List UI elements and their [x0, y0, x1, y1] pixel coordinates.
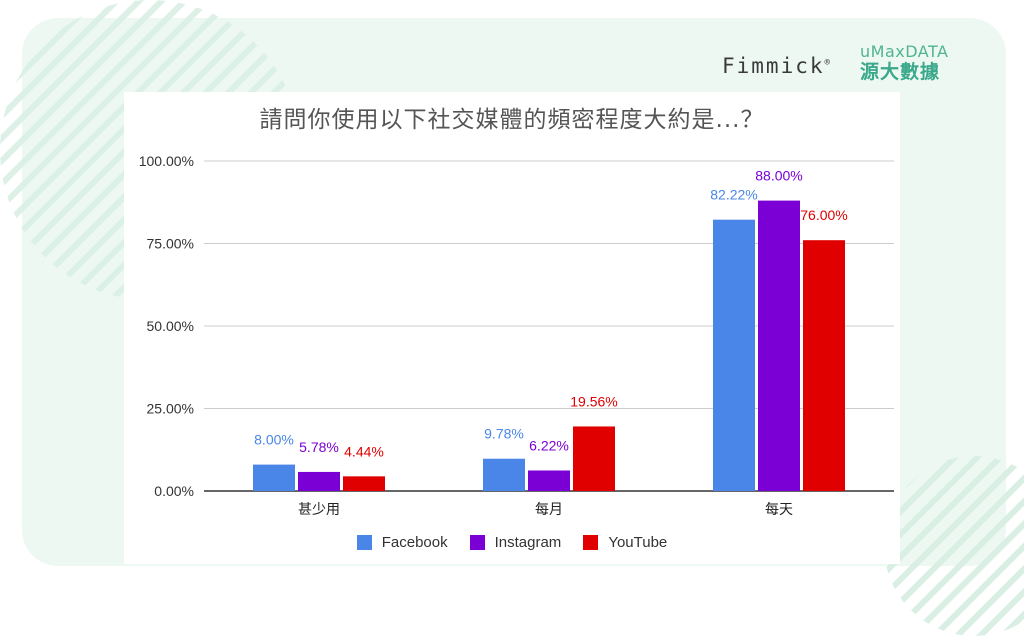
legend-item-facebook: Facebook — [356, 534, 448, 551]
y-tick-label: 75.00% — [147, 236, 194, 252]
chart-title: 請問你使用以下社交媒體的頻密程度大約是...？ — [259, 107, 765, 133]
legend-label: Facebook — [381, 534, 448, 551]
chart-legend: Facebook Instagram YouTube — [124, 534, 900, 551]
x-tick-label: 每天 — [765, 501, 793, 517]
chart-panel: 請問你使用以下社交媒體的頻密程度大約是...？ 0.00% 25.00% 50.00… — [124, 92, 900, 564]
y-tick-label: 25.00% — [147, 401, 194, 417]
legend-label: Instagram — [494, 534, 562, 551]
bar-chart: 0.00% 25.00% 50.00% 75.00% 100.00% 8.00% 5.78… — [139, 153, 894, 517]
data-label: 76.00% — [800, 207, 847, 223]
y-tick-label: 0.00% — [154, 483, 194, 499]
legend-swatch — [469, 535, 485, 550]
data-label: 82.22% — [710, 187, 757, 203]
y-tick-label: 50.00% — [147, 318, 194, 334]
registered-mark: ® — [824, 58, 832, 68]
data-label: 8.00% — [254, 432, 294, 448]
legend-swatch — [356, 535, 372, 550]
legend-swatch — [583, 535, 599, 550]
umaxdata-logo: uMaxDATA 源大數據 — [860, 44, 960, 84]
bar-facebook — [713, 219, 755, 491]
data-label: 4.44% — [344, 443, 384, 459]
data-label: 6.22% — [529, 437, 569, 453]
bar-instagram — [758, 200, 800, 491]
umaxdata-logo-en: uMaxDATA — [860, 42, 949, 61]
data-label: 88.00% — [755, 168, 802, 184]
legend-item-instagram: Instagram — [469, 534, 562, 551]
bar-youtube — [573, 426, 615, 491]
bar-youtube — [803, 240, 845, 491]
fimmick-logo: Fimmick® — [722, 54, 832, 78]
data-label: 9.78% — [484, 426, 524, 442]
bar-facebook — [483, 458, 525, 491]
x-tick-label: 甚少用 — [298, 501, 340, 517]
umaxdata-logo-zh: 源大數據 — [860, 61, 941, 83]
bar-facebook — [253, 464, 295, 491]
legend-item-youtube: YouTube — [583, 534, 667, 551]
fimmick-logo-text: Fimmick — [722, 54, 825, 78]
x-tick-label: 每月 — [535, 501, 563, 517]
y-tick-label: 100.00% — [139, 153, 194, 169]
data-label: 19.56% — [570, 393, 617, 409]
data-label: 5.78% — [299, 439, 339, 455]
bar-instagram — [528, 470, 570, 491]
legend-label: YouTube — [608, 534, 668, 551]
bar-youtube — [343, 476, 385, 491]
bar-instagram — [298, 471, 340, 491]
